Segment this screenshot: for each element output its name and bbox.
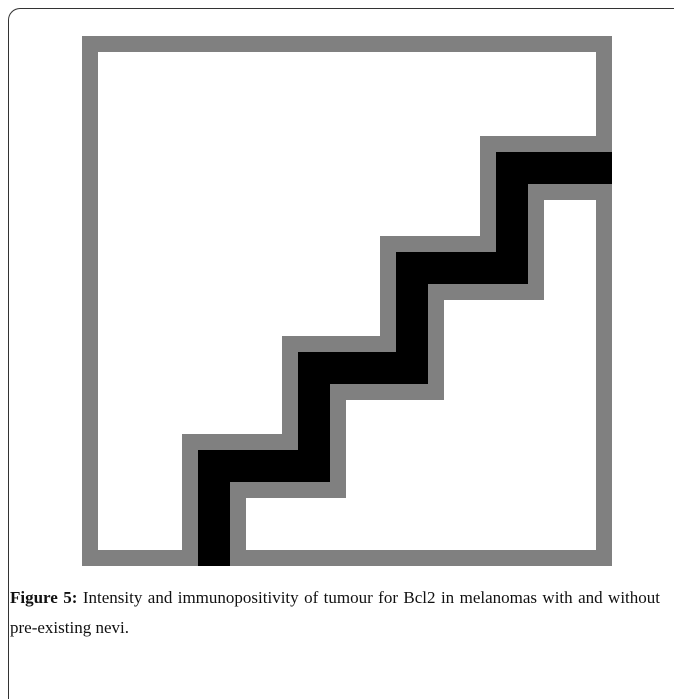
figure-caption: Figure 5: Intensity and immunopositivity… — [10, 583, 660, 643]
figure-frame — [8, 8, 674, 699]
caption-text: Intensity and immunopositivity of tumour… — [10, 588, 660, 637]
figure-label: Figure 5: — [10, 588, 78, 607]
image-frame — [82, 36, 612, 566]
page: {"figure": {"label": "Figure 5:", "capti… — [8, 8, 674, 699]
figure-image — [82, 36, 612, 566]
staircase — [198, 152, 612, 566]
